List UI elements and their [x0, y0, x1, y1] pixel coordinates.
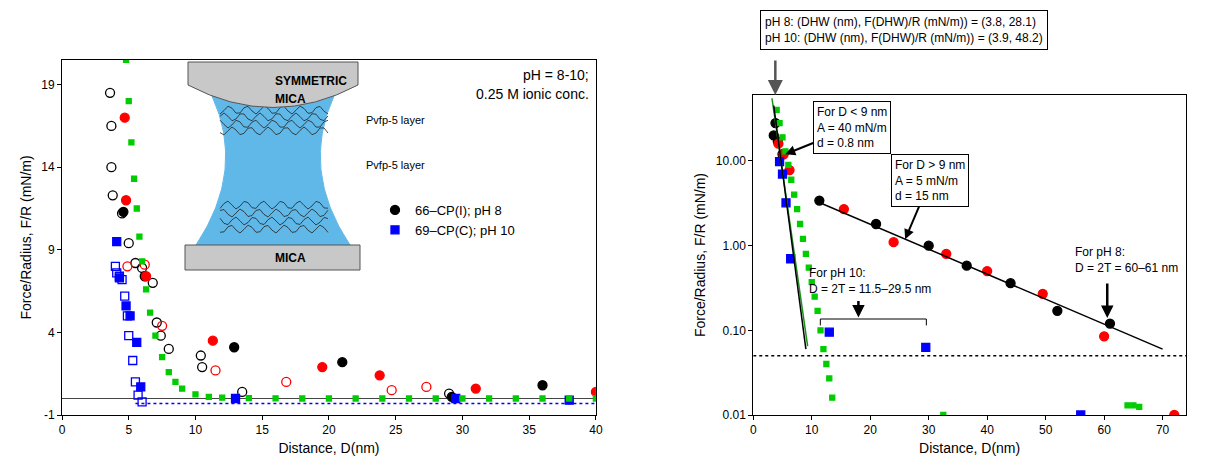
- svg-text:For D > 9 nmA = 5 mN/md = 15 n: For D > 9 nmA = 5 mN/md = 15 nm: [895, 158, 965, 203]
- svg-text:MICA: MICA: [275, 92, 306, 106]
- svg-text:0.01: 0.01: [723, 408, 747, 422]
- svg-text:0: 0: [59, 423, 66, 437]
- svg-text:Force/Radius, F/R (mN/m): Force/Radius, F/R (mN/m): [692, 173, 708, 337]
- svg-text:Pvfp-5 layer: Pvfp-5 layer: [366, 159, 425, 171]
- svg-text:pH = 8-10;: pH = 8-10;: [523, 67, 589, 83]
- svg-text:30: 30: [456, 423, 470, 437]
- svg-text:For pH 8:D = 2T = 60–61 nm: For pH 8:D = 2T = 60–61 nm: [1075, 245, 1178, 275]
- svg-text:0.10: 0.10: [723, 324, 747, 338]
- svg-text:5: 5: [125, 423, 132, 437]
- svg-text:MICA: MICA: [275, 251, 306, 265]
- svg-text:For pH 10:D = 2T = 11.5–29.5 n: For pH 10:D = 2T = 11.5–29.5 nm: [809, 266, 931, 296]
- svg-text:14: 14: [41, 160, 55, 174]
- svg-text:4: 4: [48, 326, 55, 340]
- svg-text:66–CP(I); pH 8: 66–CP(I); pH 8: [415, 203, 502, 218]
- svg-text:60: 60: [1097, 423, 1111, 437]
- svg-text:69–CP(C); pH 10: 69–CP(C); pH 10: [415, 223, 515, 238]
- svg-text:10.00: 10.00: [716, 154, 746, 168]
- svg-text:Distance, D(nm): Distance, D(nm): [919, 440, 1020, 456]
- svg-text:10: 10: [805, 423, 819, 437]
- svg-text:Pvfp-5 layer: Pvfp-5 layer: [366, 114, 425, 126]
- svg-text:40: 40: [980, 423, 994, 437]
- svg-text:SYMMETRIC: SYMMETRIC: [275, 74, 347, 88]
- svg-text:35: 35: [522, 423, 536, 437]
- svg-text:For D < 9 nmA = 40 mN/md = 0.8: For D < 9 nmA = 40 mN/md = 0.8 nm: [817, 105, 887, 150]
- svg-text:pH 8: (DHW (nm), F(DHW)/R (mN/: pH 8: (DHW (nm), F(DHW)/R (mN/m)) = (3.8…: [765, 15, 1043, 45]
- svg-text:20: 20: [864, 423, 878, 437]
- svg-text:Distance, D(nm): Distance, D(nm): [278, 440, 379, 456]
- svg-text:19: 19: [41, 78, 55, 92]
- svg-text:0: 0: [750, 423, 757, 437]
- svg-text:70: 70: [1156, 423, 1170, 437]
- svg-text:20: 20: [322, 423, 336, 437]
- svg-text:50: 50: [1039, 423, 1053, 437]
- svg-text:1.00: 1.00: [723, 239, 747, 253]
- svg-text:10: 10: [189, 423, 203, 437]
- svg-text:Force/Radius, F/R (mN/m): Force/Radius, F/R (mN/m): [18, 155, 34, 319]
- svg-text:-1: -1: [44, 408, 55, 422]
- svg-text:0.25 M ionic conc.: 0.25 M ionic conc.: [476, 86, 589, 102]
- svg-text:15: 15: [256, 423, 270, 437]
- svg-text:40: 40: [589, 423, 603, 437]
- svg-text:9: 9: [48, 243, 55, 257]
- svg-text:30: 30: [922, 423, 936, 437]
- svg-text:25: 25: [389, 423, 403, 437]
